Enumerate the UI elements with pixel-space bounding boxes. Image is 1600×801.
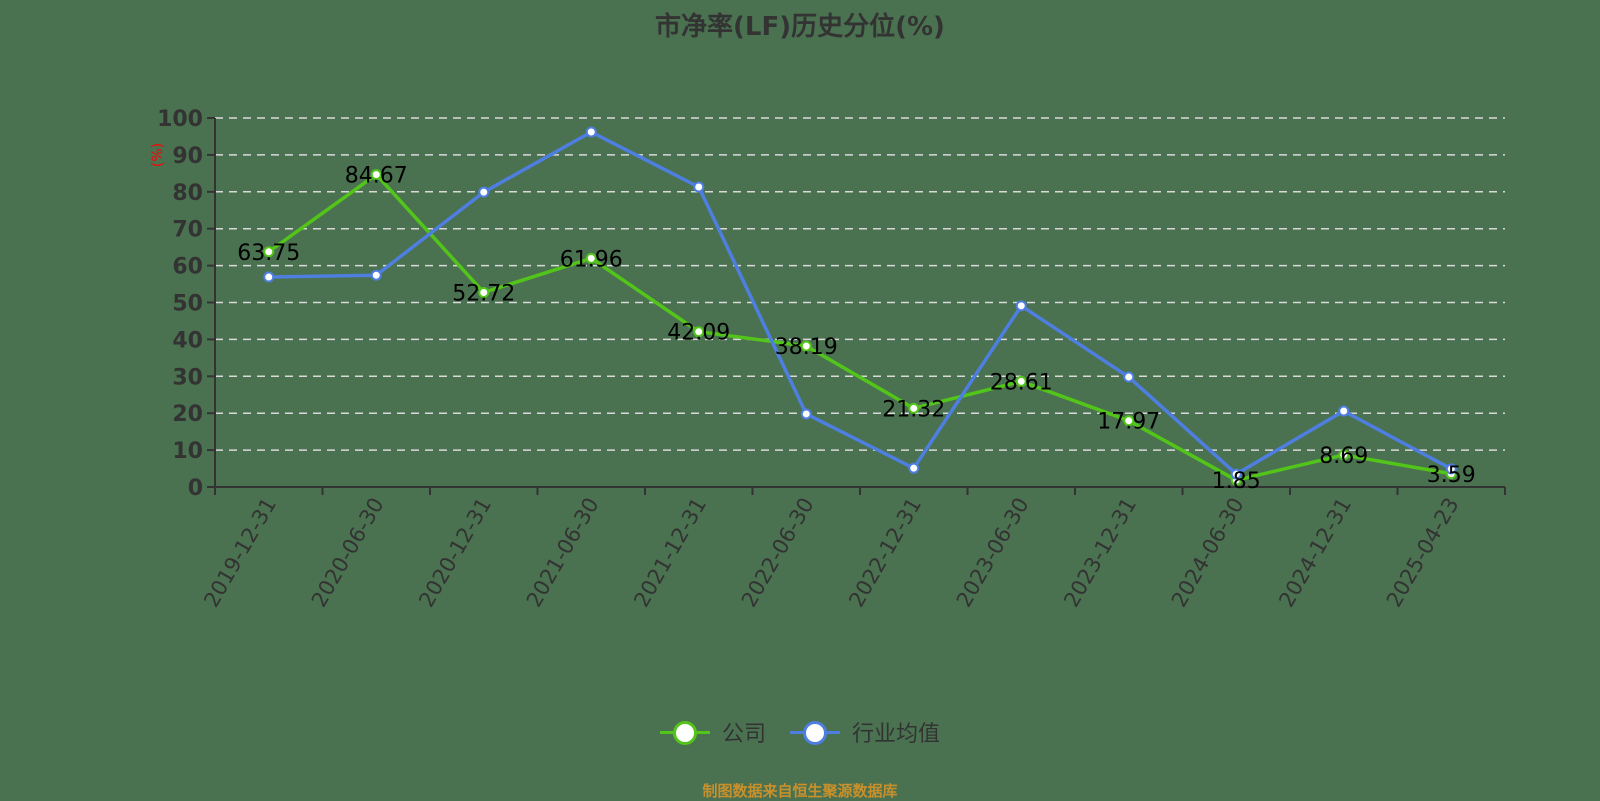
legend-label: 行业均值 [852, 722, 941, 747]
legend-marker-icon [790, 720, 840, 745]
x-tick-label: 2021-12-31 [629, 494, 711, 612]
legend-item-industry[interactable]: 行业均值 [790, 716, 940, 748]
series [263, 126, 1457, 486]
data-label: 84.67 [345, 164, 408, 189]
industry-point[interactable] [1230, 468, 1242, 480]
data-label: 42.09 [667, 321, 730, 346]
industry-point[interactable] [478, 186, 490, 198]
y-tick-label: 80 [172, 181, 203, 206]
y-axis-unit: (%) [150, 143, 166, 167]
x-tick-label: 2024-12-31 [1274, 494, 1356, 612]
data-label: 38.19 [775, 335, 838, 360]
industry-point[interactable] [1445, 463, 1457, 475]
company-point[interactable] [1015, 375, 1027, 387]
data-label: 1.85 [1212, 469, 1261, 494]
source-footer: 制图数据来自恒生聚源数据库 [702, 782, 898, 800]
data-label: 17.97 [1097, 410, 1160, 435]
industry-point[interactable] [1338, 405, 1350, 417]
gridlines [215, 117, 1505, 451]
industry-point[interactable] [693, 181, 705, 193]
legend-item-company[interactable]: 公司 [659, 716, 766, 748]
company-point[interactable] [370, 169, 382, 181]
y-tick-label: 0 [188, 476, 203, 501]
industry-point[interactable] [1015, 300, 1027, 312]
data-label: 61.96 [560, 247, 623, 272]
industry-point[interactable] [908, 462, 920, 474]
data-label: 28.61 [990, 370, 1053, 395]
data-label: 21.32 [882, 397, 945, 422]
x-tick-label: 2025-04-23 [1382, 494, 1464, 612]
data-label: 3.59 [1427, 463, 1476, 488]
industry-point[interactable] [585, 126, 597, 138]
y-tick-label: 30 [172, 365, 203, 390]
industry-point[interactable] [370, 269, 382, 281]
company-point[interactable] [585, 252, 597, 264]
x-tick-label: 2024-06-30 [1167, 494, 1249, 612]
x-tick-label: 2023-06-30 [952, 494, 1034, 612]
industry-point[interactable] [263, 271, 275, 283]
data-label: 52.72 [452, 281, 515, 306]
x-tick-label: 2022-12-31 [844, 494, 926, 612]
x-tick-label: 2020-06-30 [307, 494, 389, 612]
legend-marker-icon [659, 720, 710, 745]
y-tick-label: 100 [157, 107, 203, 132]
legend-label: 公司 [721, 722, 766, 747]
company-point[interactable] [263, 246, 275, 258]
y-tick-label: 20 [172, 402, 203, 427]
legend: 公司 行业均值 [0, 716, 1600, 748]
industry-line [268, 130, 1453, 476]
y-tick-label: 60 [172, 255, 203, 280]
y-tick-label: 40 [172, 328, 203, 353]
x-tick-label: 2023-12-31 [1059, 494, 1141, 612]
y-tick-label: 10 [172, 439, 203, 464]
x-tick-label: 2021-06-30 [522, 494, 604, 612]
data-labels: 63.75 84.67 52.72 61.96 42.09 38.19 21.32 28.61… [237, 164, 1475, 495]
company-line [267, 172, 1452, 482]
industry-point[interactable] [1123, 371, 1135, 383]
y-tick-label: 50 [172, 292, 203, 317]
x-tick-label: 2020-12-31 [414, 494, 496, 612]
y-tick-label: 70 [172, 218, 203, 243]
y-tick-label: 90 [172, 144, 203, 169]
industry-point[interactable] [800, 408, 812, 420]
company-point[interactable] [478, 286, 490, 298]
company-point[interactable] [1123, 415, 1135, 427]
data-label: 8.69 [1319, 444, 1368, 469]
company-point[interactable] [1338, 449, 1350, 461]
company-point[interactable] [800, 340, 812, 352]
data-label: 63.75 [237, 241, 300, 266]
company-point[interactable] [693, 326, 705, 338]
x-tick-label: 2022-06-30 [737, 494, 819, 612]
x-tick-label: 2019-12-31 [199, 494, 281, 612]
company-point[interactable] [908, 402, 920, 414]
chart-title: 市净率(LF)历史分位(%) [655, 12, 945, 42]
